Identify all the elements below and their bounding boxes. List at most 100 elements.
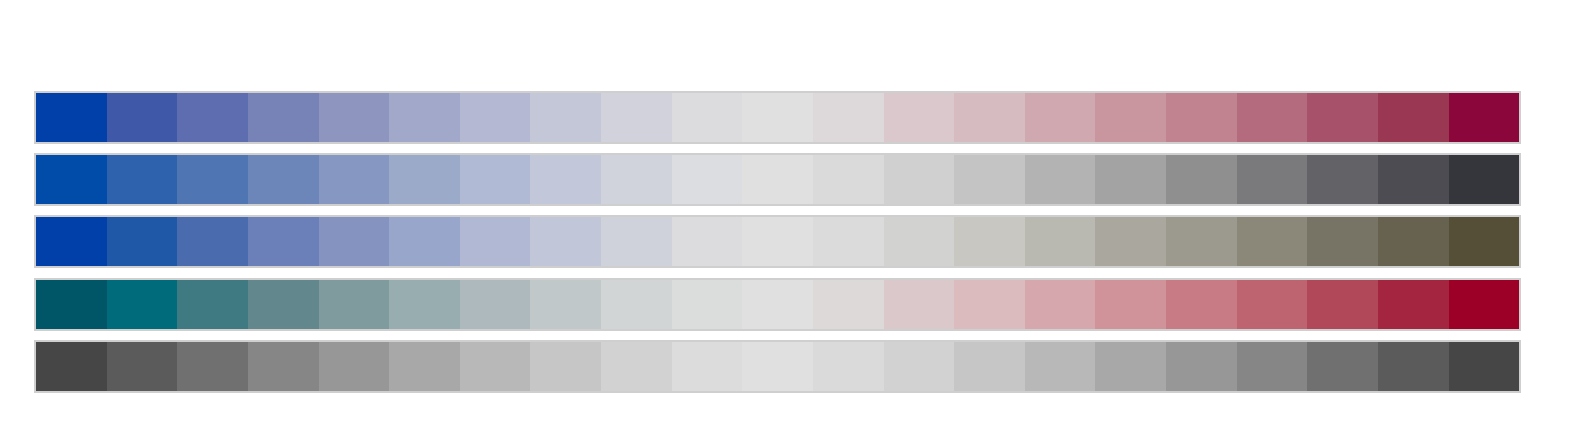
palette-strip-blue-to-charcoal	[34, 153, 1521, 206]
color-swatch	[36, 217, 107, 266]
color-swatch	[36, 155, 107, 204]
color-swatch	[318, 155, 390, 204]
color-swatch	[1166, 217, 1237, 266]
color-swatch	[742, 155, 813, 204]
color-swatch	[177, 342, 248, 391]
color-swatch	[389, 155, 460, 204]
color-swatch	[1024, 342, 1096, 391]
color-swatch	[1095, 155, 1166, 204]
color-swatch	[1095, 280, 1166, 329]
color-swatch	[1095, 93, 1166, 142]
color-swatch	[1377, 93, 1449, 142]
color-swatch	[1377, 217, 1449, 266]
color-swatch	[36, 93, 107, 142]
color-swatch	[177, 280, 248, 329]
color-swatch	[954, 217, 1025, 266]
color-swatch	[318, 217, 390, 266]
color-swatch	[1236, 342, 1308, 391]
color-swatch	[601, 217, 672, 266]
color-swatch	[812, 342, 884, 391]
color-swatch	[742, 217, 813, 266]
color-swatch	[247, 93, 319, 142]
color-swatch	[106, 280, 178, 329]
color-swatch	[530, 280, 601, 329]
color-swatch	[671, 280, 743, 329]
color-swatch	[106, 342, 178, 391]
color-swatch	[883, 155, 955, 204]
color-swatch	[1307, 342, 1378, 391]
color-swatch	[1024, 155, 1096, 204]
color-swatch	[106, 217, 178, 266]
color-swatch	[812, 93, 884, 142]
color-swatch	[1377, 280, 1449, 329]
color-swatch	[954, 342, 1025, 391]
color-swatch	[954, 93, 1025, 142]
color-swatch	[742, 342, 813, 391]
color-swatch	[1166, 93, 1237, 142]
color-swatch	[177, 217, 248, 266]
color-swatch	[1448, 155, 1520, 204]
color-swatch	[177, 93, 248, 142]
color-swatch	[1307, 155, 1378, 204]
color-swatch	[106, 155, 178, 204]
color-swatch	[389, 93, 460, 142]
color-swatch	[247, 280, 319, 329]
color-swatch	[601, 342, 672, 391]
color-swatch	[36, 280, 107, 329]
color-swatch	[883, 342, 955, 391]
color-swatch	[389, 280, 460, 329]
color-swatch	[812, 217, 884, 266]
color-swatch	[530, 342, 601, 391]
color-swatch	[1307, 93, 1378, 142]
color-swatch	[671, 93, 743, 142]
color-swatch	[601, 280, 672, 329]
color-swatch	[530, 93, 601, 142]
color-swatch	[812, 155, 884, 204]
color-swatch	[1024, 217, 1096, 266]
color-swatch	[742, 93, 813, 142]
color-swatch	[954, 280, 1025, 329]
color-swatch	[530, 217, 601, 266]
color-swatch	[1307, 280, 1378, 329]
color-swatch	[883, 280, 955, 329]
color-swatch	[671, 342, 743, 391]
color-swatch	[389, 217, 460, 266]
color-swatch	[883, 217, 955, 266]
color-swatch	[459, 93, 531, 142]
color-swatch	[1024, 93, 1096, 142]
color-swatch	[1377, 155, 1449, 204]
color-swatch	[671, 217, 743, 266]
color-swatch	[1095, 342, 1166, 391]
color-swatch	[812, 280, 884, 329]
color-swatch	[1236, 280, 1308, 329]
color-swatch	[389, 342, 460, 391]
color-swatch	[318, 280, 390, 329]
color-swatch	[247, 155, 319, 204]
color-swatch	[247, 217, 319, 266]
color-swatch	[1448, 342, 1520, 391]
palette-strip-teal-to-red	[34, 278, 1521, 331]
palette-strip-blue-to-crimson	[34, 91, 1521, 144]
color-swatch	[1377, 342, 1449, 391]
color-swatch	[1024, 280, 1096, 329]
color-swatch	[318, 342, 390, 391]
color-swatch	[1166, 342, 1237, 391]
color-swatch	[1307, 217, 1378, 266]
color-swatch	[954, 155, 1025, 204]
color-swatch	[530, 155, 601, 204]
color-swatch	[459, 217, 531, 266]
color-swatch	[106, 93, 178, 142]
color-swatch	[36, 342, 107, 391]
color-swatch	[601, 155, 672, 204]
color-swatch	[1166, 280, 1237, 329]
color-swatch	[742, 280, 813, 329]
color-swatch	[318, 93, 390, 142]
color-swatch	[1236, 217, 1308, 266]
color-swatch	[671, 155, 743, 204]
palette-strip-blue-to-olive	[34, 215, 1521, 268]
color-swatch	[459, 280, 531, 329]
color-swatch	[883, 93, 955, 142]
color-swatch	[459, 155, 531, 204]
color-swatch	[1236, 93, 1308, 142]
